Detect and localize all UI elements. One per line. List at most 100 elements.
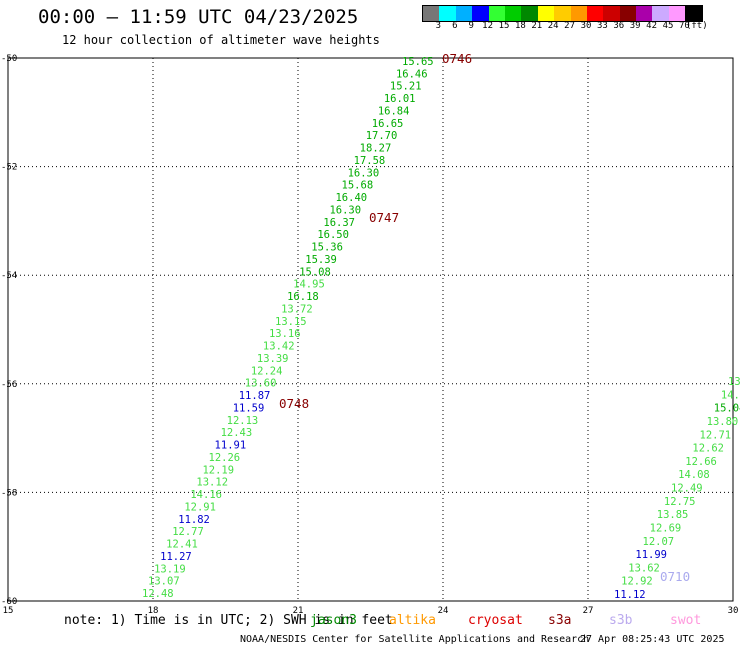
wave-height-label: 12.26 [209,452,241,464]
pass-time-label: 0747 [369,210,399,225]
wave-height-label: 12.91 [184,501,216,513]
legend-label: 15 [498,21,510,31]
legend-label: 33 [596,21,608,31]
satellite-label-jason3: jason3 [310,613,357,628]
wave-height-label: 12.71 [700,429,732,441]
legend-label: (ft) [685,21,708,31]
longitude-tick-label: 30 [728,606,739,616]
wave-height-label: 13.19 [154,563,186,575]
wave-height-label: 12.41 [166,539,198,551]
wave-height-label: 14.9 [721,389,740,401]
wave-height-label: 13.80 [707,416,739,428]
wave-height-label: 13.39 [257,353,289,365]
satellite-label-cryosat: cryosat [468,613,523,628]
wave-height-label: 13.85 [657,509,689,521]
wave-height-label: 16.37 [323,217,355,229]
generation-timestamp: 27 Apr 08:25:43 UTC 2025 [580,634,725,645]
wave-height-label: 16.30 [329,204,361,216]
legend-label: 36 [613,21,625,31]
legend-swatch [537,6,555,21]
page-title: 00:00 – 11:59 UTC 04/23/2025 [38,6,359,28]
pass-time-labels: 0746 0747 0748 0710 [279,51,690,584]
credit-text: NOAA/NESDIS Center for Satellite Applica… [240,634,590,645]
wave-height-label: 13.16 [269,328,301,340]
wave-height-label: 15.68 [342,180,374,192]
wave-height-label: 12.24 [251,365,283,377]
wave-height-label: 12.13 [227,415,259,427]
latitude-tick-label: -54 [1,271,17,281]
wave-height-label: 13.60 [245,378,277,390]
wave-height-label: 16.18 [287,291,319,303]
wave-height-label: 12.77 [172,526,204,538]
latitude-tick-label: -52 [1,163,17,173]
wave-height-label: 11.59 [233,402,265,414]
latitude-tick-label: -56 [1,380,17,390]
legend-swatch [570,6,587,21]
note-text: note: 1) Time is in UTC; 2) SWH is in fe… [64,613,393,628]
wave-height-label: 16.46 [396,68,428,80]
wave-height-label: 13.15 [275,316,307,328]
wave-height-label: 12.66 [685,456,717,468]
wave-height-label: 11.82 [178,514,210,526]
wave-height-label: 18.27 [360,143,392,155]
wave-height-label: 17.70 [366,130,398,142]
wave-height-label: 12.62 [692,443,724,455]
legend-swatch [603,6,620,21]
longitude-tick-label: 27 [583,606,594,616]
legend-swatch [685,6,702,21]
legend-swatch [423,6,440,21]
wave-height-label: 15.21 [390,81,422,93]
satellite-label-altika: altika [389,613,436,628]
legend-label: 39 [629,21,641,31]
legend-label: 9 [468,21,474,31]
legend-swatch [504,6,522,21]
wave-height-label: 15.04 [714,403,740,415]
legend-label: 6 [452,21,458,31]
wave-height-label: 14.08 [678,469,710,481]
wave-height-label: 16.01 [384,93,416,105]
wave-height-label: 13.42 [263,341,295,353]
map-axis-labels: 15 18 21 24 27 30 -50 -52 -54 -56 -58 -60 [1,54,738,616]
longitude-tick-label: 18 [148,606,159,616]
wave-height-label: 13.72 [281,303,313,315]
wave-height-label: 13 [728,376,740,388]
legend-swatch [472,6,489,21]
wave-height-label: 13.62 [628,562,660,574]
legend-label: 42 [646,21,658,31]
wave-height-label: 11.91 [215,440,247,452]
legend-label: 12 [482,21,494,31]
legend-swatch [619,6,637,21]
pass-time-label: 0746 [442,51,472,66]
legend-label: 18 [514,21,526,31]
legend-swatch [586,6,604,21]
wave-height-label: 14.16 [190,489,222,501]
satellite-label-s3b: s3b [609,613,633,628]
legend-swatch [554,6,571,21]
legend-swatch [488,6,505,21]
color-legend-labels: 3 6 9 12 15 18 21 24 27 30 33 36 39 42 45 70 (ft) [422,21,740,33]
wave-height-label: 11.99 [635,549,667,561]
wave-height-label: 16.84 [378,105,410,117]
satellite-label-swot: swot [670,613,702,628]
legend-label: 27 [564,21,576,31]
pass-time-label: 0710 [660,569,690,584]
legend-swatch [652,6,669,21]
map-frame [7,57,734,602]
wave-height-label: 12.69 [650,522,682,534]
legend-swatch [668,6,686,21]
wave-height-label: 12.43 [221,427,253,439]
wave-height-label: 16.65 [372,118,404,130]
map-grid [7,57,734,602]
pass-time-label: 0748 [279,396,309,411]
wave-height-label: 12.48 [142,588,174,600]
latitude-tick-label: -60 [1,597,17,607]
wave-height-label: 11.87 [239,390,271,402]
legend-label: 24 [547,21,559,31]
satellite-label-s3a: s3a [548,613,572,628]
page-subtitle: 12 hour collection of altimeter wave hei… [62,33,380,47]
wave-height-label: 14.95 [293,279,325,291]
legend-label: 21 [531,21,543,31]
wave-height-label: 12.19 [202,464,234,476]
longitude-tick-label: 24 [438,606,449,616]
